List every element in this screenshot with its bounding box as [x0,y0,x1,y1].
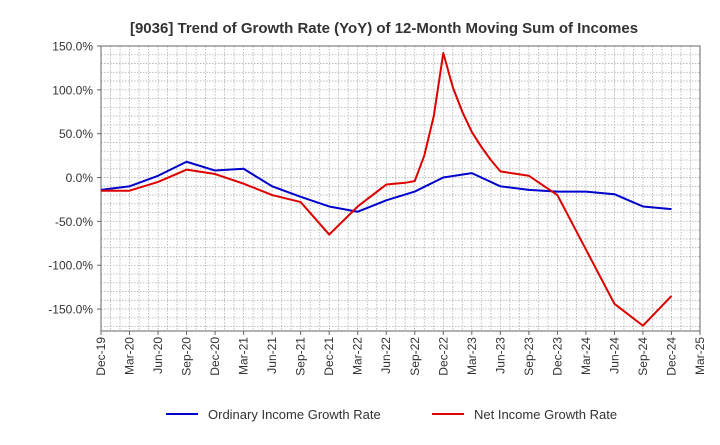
x-tick-label: Sep-20 [180,337,194,376]
legend: Ordinary Income Growth Rate Net Income Gr… [166,407,617,422]
x-tick-label: Dec-23 [550,337,564,376]
x-tick-label: Dec-21 [322,337,336,376]
y-tick-label: 100.0% [52,83,93,97]
y-tick-label: -50.0% [55,215,93,229]
x-tick-label: Jun-24 [607,337,621,374]
x-tick-label: Dec-22 [436,337,450,376]
x-tick-label: Dec-24 [664,337,678,376]
chart-title: [9036] Trend of Growth Rate (YoY) of 12-… [130,20,638,37]
x-tick-label: Sep-24 [636,337,650,376]
x-tick-label: Dec-19 [94,337,108,376]
x-tick-label: Jun-20 [151,337,165,374]
net-income-growth-rate-legend-label: Net Income Growth Rate [474,407,617,422]
plot-area [101,46,700,331]
x-tick-label: Mar-24 [579,337,593,375]
x-tick-label: Mar-21 [237,337,251,375]
y-tick-label: -150.0% [48,303,93,317]
x-tick-label: Jun-21 [265,337,279,374]
x-tick-label: Mar-25 [693,337,707,375]
x-tick-label: Sep-21 [294,337,308,376]
x-tick-label: Mar-22 [351,337,365,375]
grid-lines [101,46,700,331]
x-tick-label: Mar-20 [123,337,137,375]
ordinary-income-growth-rate-legend-label: Ordinary Income Growth Rate [208,407,381,422]
y-tick-label: -100.0% [48,259,93,273]
y-tick-label: 50.0% [59,127,93,141]
x-tick-label: Sep-22 [408,337,422,376]
y-tick-label: 150.0% [52,40,93,54]
x-tick-label: Mar-23 [465,337,479,375]
y-tick-label: 0.0% [66,171,94,185]
x-tick-label: Dec-20 [208,337,222,376]
x-tick-label: Jun-23 [493,337,507,374]
x-tick-label: Sep-23 [522,337,536,376]
x-tick-label: Jun-22 [379,337,393,374]
